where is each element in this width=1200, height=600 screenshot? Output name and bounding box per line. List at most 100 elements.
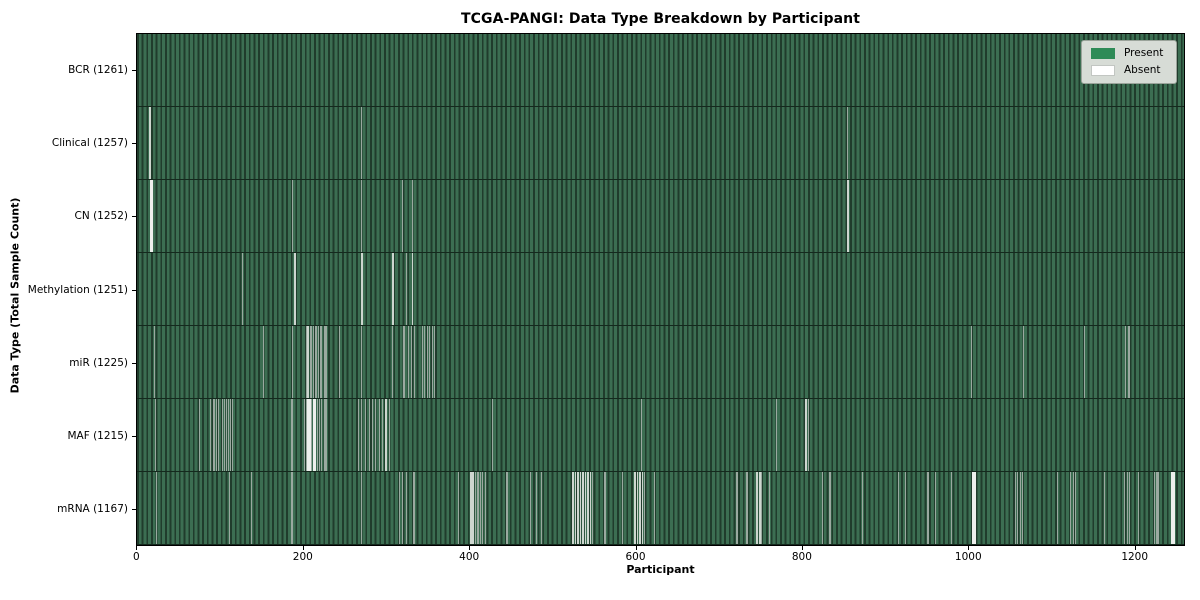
absent-gap: [535, 472, 537, 544]
absent-gap: [469, 472, 472, 544]
absent-gap: [897, 472, 899, 544]
x-tick-label-400: 400: [459, 551, 480, 563]
chart-title: TCGA-PANGI: Data Type Breakdown by Parti…: [461, 11, 860, 27]
absent-gap: [361, 399, 363, 471]
absent-gap: [1127, 326, 1129, 398]
absent-gap: [829, 472, 831, 544]
y-tick-label-mir: miR (1225): [69, 356, 128, 369]
row-mrna: [137, 472, 1184, 545]
absent-gap: [950, 472, 952, 544]
absent-gap: [1157, 472, 1159, 544]
absent-gap: [229, 472, 231, 544]
absent-gap: [321, 399, 323, 471]
absent-gap: [905, 472, 907, 544]
absent-gap: [1017, 472, 1019, 544]
absent-gap: [1155, 472, 1157, 544]
row-methylation: [137, 253, 1184, 326]
absent-gap: [210, 399, 212, 471]
absent-gap: [492, 399, 494, 471]
absent-gap: [574, 472, 577, 544]
absent-gap: [1022, 472, 1024, 544]
absent-gap: [644, 472, 646, 544]
absent-gap: [293, 253, 296, 325]
absent-gap: [153, 326, 155, 398]
y-tick-mark: [132, 290, 136, 291]
y-tick-mark: [132, 216, 136, 217]
absent-gap: [746, 472, 748, 544]
y-tick-label-bcr: BCR (1261): [68, 63, 128, 76]
row-bcr: [137, 34, 1184, 107]
legend-absent-swatch: [1091, 64, 1115, 76]
x-tick-label-800: 800: [791, 551, 812, 563]
absent-gap: [529, 472, 531, 544]
absent-gap: [639, 472, 641, 544]
absent-gap: [426, 326, 428, 398]
absent-gap: [572, 472, 574, 544]
absent-gap: [1129, 326, 1131, 398]
absent-gap: [1083, 326, 1085, 398]
x-axis-title: Participant: [626, 563, 695, 576]
absent-gap: [156, 472, 158, 544]
absent-gap: [402, 326, 404, 398]
row-maf: [137, 399, 1184, 472]
absent-gap: [479, 472, 481, 544]
absent-gap: [484, 472, 486, 544]
absent-gap: [229, 399, 232, 471]
absent-gap: [640, 399, 643, 471]
absent-gap: [756, 472, 759, 544]
y-tick-mark: [132, 143, 136, 144]
absent-gap: [641, 472, 644, 544]
x-tick-label-1200: 1200: [1121, 551, 1149, 563]
absent-gap: [589, 472, 592, 544]
x-tick-label-0: 0: [133, 551, 140, 563]
absent-gap: [431, 326, 433, 398]
absent-gap: [325, 326, 327, 398]
absent-gap: [365, 399, 367, 471]
y-axis-title: Data Type (Total Sample Count): [8, 197, 22, 394]
absent-gap: [406, 472, 408, 544]
absent-gap: [321, 326, 323, 398]
y-tick-mark: [132, 436, 136, 437]
absent-gap: [361, 253, 363, 325]
absent-gap: [411, 180, 413, 252]
absent-gap: [391, 326, 393, 398]
absent-gap: [579, 472, 582, 544]
absent-gap: [1125, 326, 1127, 398]
absent-gap: [361, 472, 363, 544]
legend: Present Absent: [1081, 40, 1177, 84]
absent-gap: [399, 472, 401, 544]
absent-gap: [361, 107, 363, 179]
absent-gap: [1072, 472, 1074, 544]
absent-gap: [761, 472, 763, 544]
absent-gap: [401, 472, 403, 544]
absent-gap: [927, 472, 929, 544]
absent-gap: [319, 326, 321, 398]
absent-gap: [314, 326, 316, 398]
absent-gap: [318, 326, 320, 398]
absent-gap: [577, 472, 579, 544]
absent-gap: [263, 326, 265, 398]
absent-gap: [846, 180, 849, 252]
y-tick-mark: [132, 70, 136, 71]
x-tick-mark: [469, 546, 471, 550]
x-tick-label-1000: 1000: [954, 551, 982, 563]
absent-gap: [592, 472, 594, 544]
absent-gap: [421, 326, 423, 398]
absent-gap: [1170, 472, 1175, 544]
absent-gap: [654, 472, 656, 544]
x-tick-label-200: 200: [292, 551, 313, 563]
absent-gap: [805, 399, 808, 471]
absent-gap: [375, 399, 377, 471]
absent-gap: [199, 399, 201, 471]
absent-gap: [149, 107, 152, 179]
absent-gap: [1014, 472, 1016, 544]
absent-gap: [309, 326, 311, 398]
absent-gap: [477, 472, 479, 544]
y-tick-mark: [132, 363, 136, 364]
absent-gap: [371, 399, 374, 471]
absent-gap: [325, 399, 327, 471]
absent-gap: [311, 326, 313, 398]
absent-gap: [318, 399, 320, 471]
absent-gap: [411, 253, 414, 325]
absent-gap: [361, 326, 363, 398]
